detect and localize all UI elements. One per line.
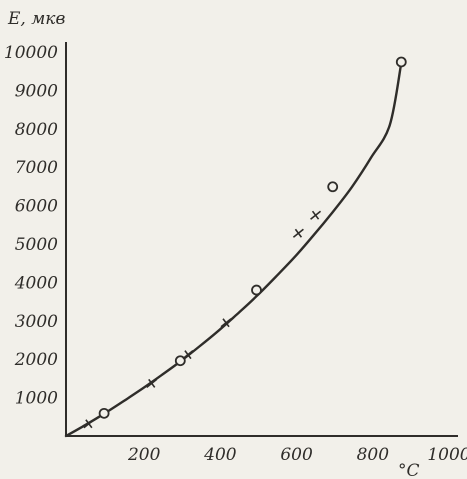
y-tick-label: 9000 <box>15 81 58 101</box>
x-tick-label: 400 <box>203 445 237 465</box>
x-tick-label: 600 <box>280 445 313 465</box>
y-tick-label: 7000 <box>15 158 58 178</box>
cross-marker <box>146 378 158 389</box>
x-tick-label: 800 <box>357 445 390 465</box>
circle-marker <box>174 355 186 367</box>
emf-curve <box>64 61 403 438</box>
y-tick-label: 10000 <box>4 43 58 63</box>
y-tick-label: 6000 <box>15 197 58 217</box>
x-tick-labels: 200 400 600 800 1000 <box>127 445 467 465</box>
cross-marker <box>292 228 304 238</box>
axes <box>65 42 458 437</box>
cross-marker <box>83 419 95 429</box>
cross-marker <box>220 318 232 328</box>
y-tick-labels: 1000 2000 3000 4000 5000 6000 7000 8000 9000 1000… <box>4 43 58 409</box>
circle-marker <box>98 407 110 419</box>
y-tick-label: 2000 <box>14 350 58 370</box>
x-tick-label: 200 <box>127 445 161 465</box>
circle-marker <box>251 284 262 296</box>
y-tick-label: 1000 <box>15 389 58 409</box>
circle-marker <box>327 181 339 193</box>
x-tick-label: 1000 <box>427 445 467 465</box>
data-markers <box>83 56 407 429</box>
x-axis-unit-label: °C <box>398 461 420 479</box>
circle-marker <box>395 56 407 68</box>
cross-marker <box>310 210 322 220</box>
y-tick-label: 3000 <box>15 312 58 332</box>
y-tick-label: 4000 <box>14 273 58 293</box>
y-axis-title: E, мкв <box>7 9 65 29</box>
y-tick-label: 8000 <box>15 120 58 140</box>
cross-marker <box>182 349 194 360</box>
y-tick-label: 5000 <box>15 235 58 255</box>
